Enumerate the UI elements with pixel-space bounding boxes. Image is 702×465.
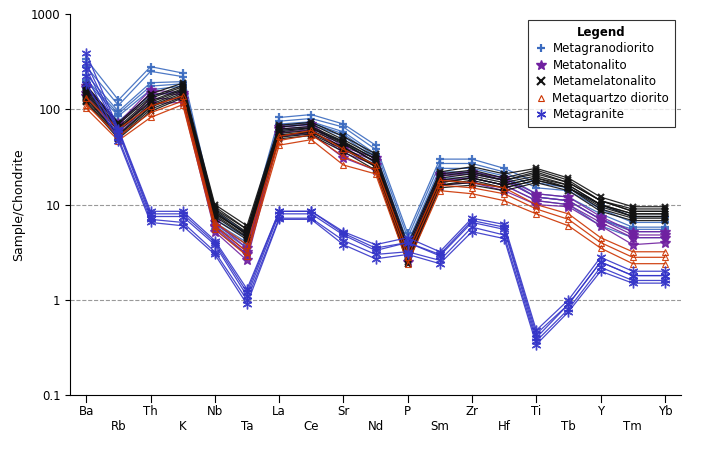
Text: Th: Th: [143, 405, 158, 418]
Legend: Metagranodiorito, Metatonalito, Metamelatonalito, Metaquartzo diorito, Metagrani: Metagranodiorito, Metatonalito, Metamela…: [528, 20, 675, 127]
Text: Ta: Ta: [241, 420, 253, 433]
Text: Ce: Ce: [303, 420, 319, 433]
Text: Tm: Tm: [623, 420, 642, 433]
Text: K: K: [179, 420, 187, 433]
Text: Ti: Ti: [531, 405, 541, 418]
Text: La: La: [272, 405, 286, 418]
Text: P: P: [404, 405, 411, 418]
Y-axis label: Sample/Chondrite: Sample/Chondrite: [13, 148, 25, 261]
Text: Tb: Tb: [561, 420, 576, 433]
Text: Sm: Sm: [430, 420, 449, 433]
Text: Sr: Sr: [337, 405, 350, 418]
Text: Rb: Rb: [111, 420, 126, 433]
Text: Yb: Yb: [658, 405, 673, 418]
Text: Ba: Ba: [79, 405, 94, 418]
Text: Y: Y: [597, 405, 604, 418]
Text: Nd: Nd: [367, 420, 384, 433]
Text: Zr: Zr: [465, 405, 479, 418]
Text: Nb: Nb: [206, 405, 223, 418]
Text: Hf: Hf: [498, 420, 510, 433]
